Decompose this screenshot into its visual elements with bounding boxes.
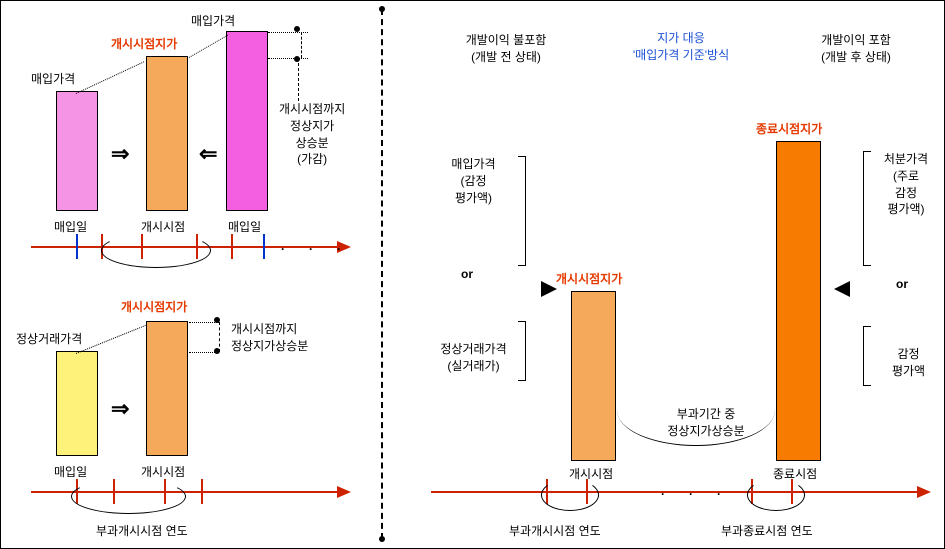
arc-top <box>101 233 211 268</box>
bar-mid-orange <box>571 291 616 461</box>
lbl-start-price-bot: 개시시점지가 <box>121 299 187 316</box>
hdr-left: 개발이익 불포함 (개발 전 상태) <box>446 31 566 65</box>
brace-rt2 <box>863 211 871 266</box>
t: 평가액 <box>892 364 925 378</box>
arrow-right-top: ⇒ <box>111 141 129 167</box>
arrow-left-top: ⇐ <box>199 141 217 167</box>
annot-line: 정상지가상승분 <box>231 339 308 353</box>
dash-bracket-top <box>301 32 302 58</box>
bar-orange-2 <box>146 321 188 456</box>
dot-bb1 <box>214 317 220 323</box>
arc-bot <box>71 479 186 514</box>
brace-rb1 <box>863 326 871 356</box>
bar-magenta-2 <box>226 31 268 211</box>
dotted-2 <box>189 35 228 58</box>
brace-lb2 <box>518 351 526 381</box>
brace-lt <box>518 156 526 211</box>
brace-lb <box>518 321 526 351</box>
lbl-bottom-r2: 부과종료시점 연도 <box>721 523 813 540</box>
t: 감정 <box>895 186 917 200</box>
brace-rb2 <box>863 356 871 386</box>
axis-buyday-l: 매입일 <box>54 219 87 236</box>
annot-line: (가감) <box>297 152 327 166</box>
annot-bot: 개시시점까지 정상지가상승분 <box>231 321 308 355</box>
hdr-right-t: 개발이익 포함 <box>821 33 891 47</box>
hdr-center: 지가 대응 '매입가격 기준'방식 <box>621 29 741 63</box>
t: 처분가격 <box>884 152 928 166</box>
t: 매입가격 <box>451 157 495 171</box>
hdr-center-t: 지가 대응 <box>657 31 705 45</box>
annot-line: 상승분 <box>296 136 329 150</box>
dash-bb <box>219 322 220 352</box>
bar-magenta-1 <box>56 91 98 211</box>
lbl-start-price-top: 개시시점지가 <box>111 36 177 53</box>
t: 감정 <box>897 347 919 361</box>
lbl-purchase-small: 매입가격 <box>31 71 75 88</box>
diagram-canvas: 매입가격 개시시점지가 매입가격 ⇒ ⇐ 개시시점까지 정상지가 상승분 (가감… <box>0 0 945 549</box>
t: 평가액) <box>455 191 492 205</box>
axis-buyday-b: 매입일 <box>54 464 87 481</box>
dotted-3b <box>268 58 308 59</box>
lbl-right-bar: 종료시점지가 <box>756 121 822 138</box>
bar-right-orange <box>776 141 821 461</box>
or-right: or <box>896 276 908 293</box>
brace-rt1 <box>863 151 871 211</box>
lbl-bottom-r1: 부과개시시점 연도 <box>509 523 601 540</box>
hdr-center-b: '매입가격 기준'방식 <box>633 48 729 62</box>
vertical-divider <box>381 9 383 539</box>
lbl-bottom-left: 부과개시시점 연도 <box>96 523 188 540</box>
rcol-right-bot: 감정 평가액 <box>881 346 936 380</box>
annot-line: 개시시점까지 <box>231 322 297 336</box>
dot-bt1 <box>294 26 300 32</box>
brace-lt2 <box>518 211 526 266</box>
dash-down <box>298 63 299 101</box>
t: 정상거래가격 <box>440 342 506 356</box>
rcol-left-bot: 정상거래가격 (실거래가) <box>426 341 521 375</box>
t: (주로 <box>893 169 919 183</box>
dotted-b1 <box>76 325 146 354</box>
dot-bt2 <box>294 56 300 62</box>
t: 평가액) <box>887 202 924 216</box>
dot-bb2 <box>214 348 220 354</box>
rcol-left-top: 매입가격 (감정 평가액) <box>431 156 516 206</box>
hdr-left-t: 개발이익 불포함 <box>466 33 547 47</box>
t: (감정 <box>460 174 486 188</box>
t: (실거래가) <box>447 359 499 373</box>
lbl-normal-price: 정상거래가격 <box>16 331 82 348</box>
annot-line: 개시시점까지 <box>279 102 345 116</box>
arrow-right-bot: ⇒ <box>111 396 129 422</box>
hdr-right: 개발이익 포함 (개발 후 상태) <box>801 31 911 65</box>
arc-r1 <box>541 479 599 511</box>
arrow-into-mid <box>541 281 557 297</box>
annot-line: 정상지가 <box>290 119 334 133</box>
arrow-into-right <box>834 281 850 297</box>
rcol-right-top: 처분가격 (주로 감정 평가액) <box>876 151 936 218</box>
bar-yellow <box>56 351 98 456</box>
lbl-purchase-top: 매입가격 <box>191 13 235 30</box>
dotted-1 <box>76 61 144 94</box>
dotted-3 <box>268 32 308 33</box>
or-left: or <box>461 266 473 283</box>
hdr-right-b: (개발 후 상태) <box>821 50 891 64</box>
hdr-left-b: (개발 전 상태) <box>471 50 541 64</box>
bar-orange-1 <box>146 56 188 211</box>
arc-r2 <box>747 479 805 511</box>
lbl-mid-bar: 개시시점지가 <box>556 271 622 288</box>
annot-top: 개시시점까지 정상지가 상승분 (가감) <box>279 101 345 168</box>
